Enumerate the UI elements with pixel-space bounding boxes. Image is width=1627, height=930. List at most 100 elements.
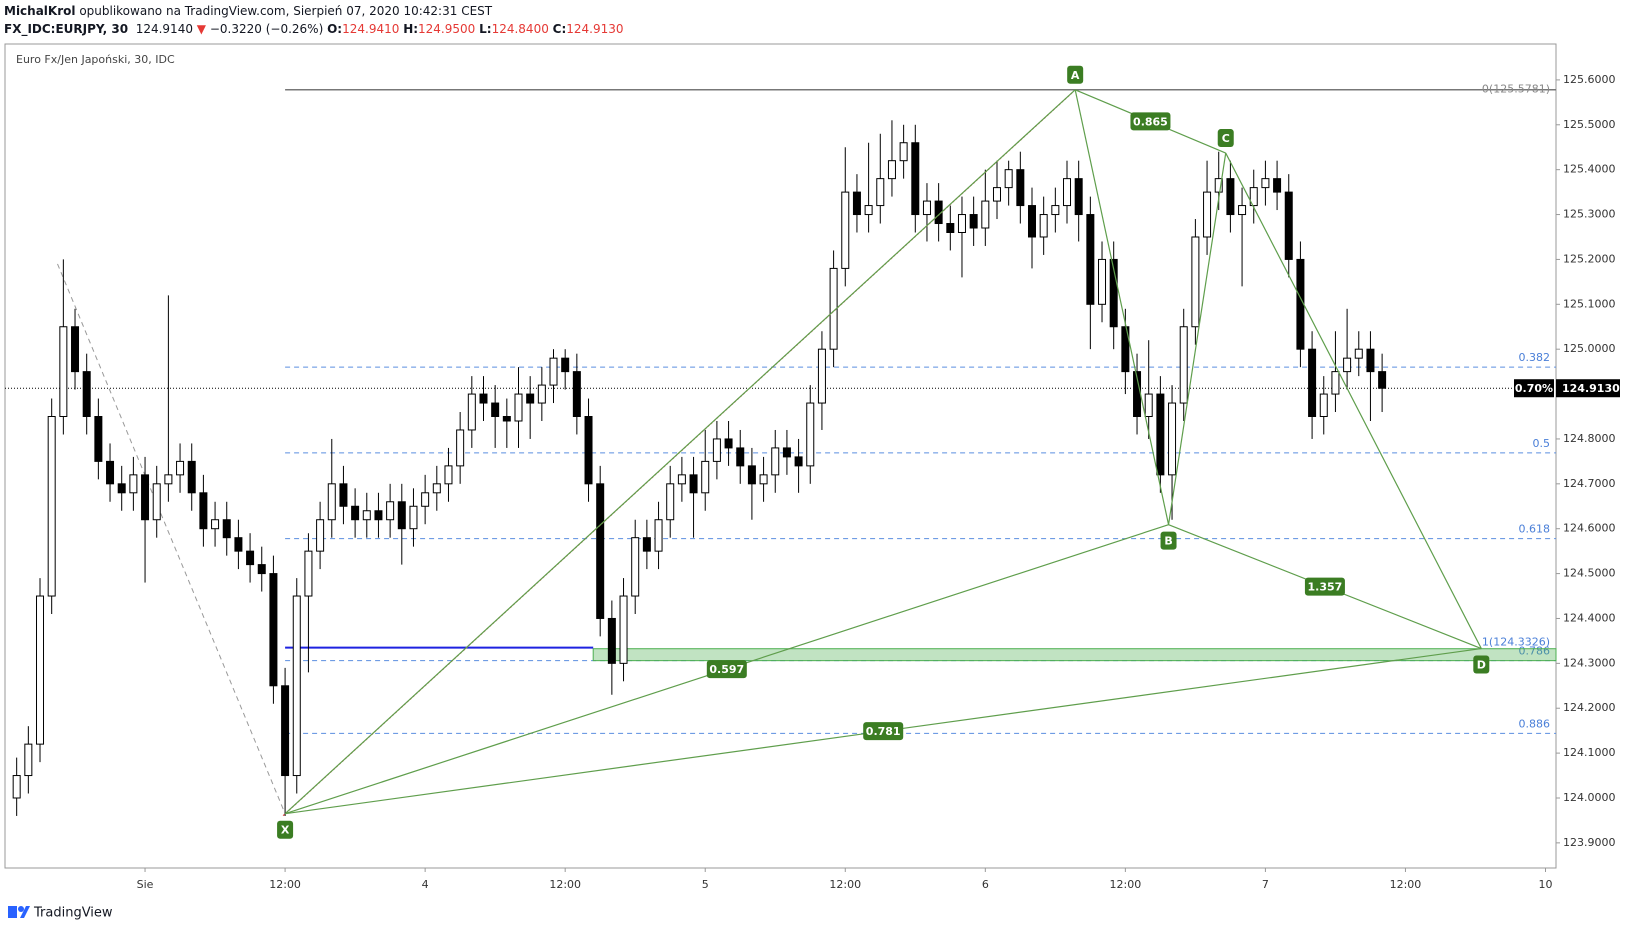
candle-body — [1226, 178, 1235, 216]
candle-body — [864, 205, 873, 216]
candle-body — [82, 371, 91, 418]
candle-body — [1214, 178, 1223, 193]
x-tick-label: 4 — [422, 878, 429, 891]
y-tick-label: 124.6000 — [1563, 522, 1616, 535]
y-tick-label: 124.1000 — [1563, 746, 1616, 759]
candle-body — [1273, 178, 1282, 193]
y-tick-label: 124.5000 — [1563, 567, 1616, 580]
candle-body — [1168, 402, 1177, 476]
candle-body — [444, 465, 453, 485]
fib-label: 0.786 — [1519, 645, 1551, 658]
change-label: 0.70% — [1515, 382, 1553, 395]
candle-body — [1039, 214, 1048, 238]
candle-body — [957, 214, 966, 233]
candle-body — [1203, 191, 1212, 238]
ohlc-label: H: — [403, 22, 419, 36]
brand: TradingView — [33, 906, 113, 921]
x-tick-label: 12:00 — [829, 878, 861, 891]
logo-a — [8, 906, 17, 918]
x-tick-label: 7 — [1262, 878, 1269, 891]
candle-body — [281, 685, 290, 777]
point-box — [1217, 129, 1234, 148]
change: −0.3220 (−0.26%) — [209, 22, 324, 36]
candle-body — [59, 326, 68, 418]
plot-frame — [4, 43, 1557, 869]
candle-body — [1343, 357, 1352, 373]
trend-line — [57, 263, 286, 814]
candle-body — [992, 187, 1001, 202]
candle-body — [316, 519, 325, 552]
y-tick-label: 124.7000 — [1563, 477, 1616, 490]
ohlc-value: 124.9410 — [342, 22, 400, 36]
candle-body — [397, 501, 406, 530]
y-tick-label: 125.0000 — [1563, 342, 1616, 355]
ohlc: O:124.9410 H:124.9500 L:124.8400 C:124.9… — [327, 22, 627, 36]
candle-body — [117, 483, 126, 494]
candle-body — [374, 510, 383, 521]
candle-body — [549, 357, 558, 386]
ohlc-label: O: — [327, 22, 343, 36]
candle-body — [1098, 258, 1107, 305]
candle-body — [1331, 371, 1340, 395]
candle-body — [1027, 205, 1036, 238]
candle-body — [1074, 178, 1083, 216]
candle-body — [852, 191, 861, 216]
x-tick-label: 12:00 — [549, 878, 581, 891]
candle-body — [712, 438, 721, 462]
candle-body — [129, 474, 138, 494]
candle-body — [911, 142, 920, 216]
ohlc-value: 124.9130 — [566, 22, 624, 36]
candle-body — [1238, 205, 1247, 216]
candle-body — [234, 537, 243, 552]
ohlc-label: C: — [552, 22, 567, 36]
candle-body — [1144, 393, 1153, 418]
candle-body — [747, 465, 756, 485]
candle-body — [806, 402, 815, 467]
candle-body — [666, 483, 675, 521]
candle-body — [596, 483, 605, 619]
candle-body — [969, 214, 978, 229]
point-label: D — [1477, 659, 1486, 672]
candle-body — [1191, 236, 1200, 328]
candle-body — [1319, 393, 1328, 418]
y-tick-label: 124.8000 — [1563, 432, 1616, 445]
candle-body — [187, 460, 196, 494]
y-tick-label: 125.6000 — [1563, 73, 1616, 86]
ratio-label: 0.597 — [709, 663, 744, 676]
candle-body — [642, 537, 651, 552]
candle-body — [701, 460, 710, 494]
candle-body — [794, 456, 803, 467]
candle-body — [654, 519, 663, 552]
candle-body — [1354, 348, 1363, 359]
candle-body — [12, 775, 21, 799]
candle-body — [211, 519, 220, 530]
candle-body — [736, 447, 745, 467]
candle-body — [1109, 258, 1118, 328]
x-tick-label: 12:00 — [1390, 878, 1422, 891]
point-label: C — [1222, 132, 1230, 145]
point-box — [1160, 531, 1177, 550]
change-badge — [1514, 379, 1554, 398]
zone — [592, 648, 1557, 662]
candle-body — [351, 505, 360, 521]
x-tick-label: 6 — [982, 878, 989, 891]
y-tick-label: 124.3000 — [1563, 656, 1616, 669]
y-tick-label: 125.2000 — [1563, 252, 1616, 265]
point-label: B — [1164, 535, 1172, 548]
price-badge — [1556, 379, 1620, 398]
price: 124.9140 — [135, 22, 193, 36]
candle-body — [817, 348, 826, 404]
candle-body — [164, 474, 173, 485]
x-tick-label: 5 — [702, 878, 709, 891]
y-tick-label: 123.9000 — [1563, 836, 1616, 849]
candle-body — [1051, 205, 1060, 216]
price-label: 124.9130 — [1562, 382, 1620, 395]
fib-label: 0.618 — [1519, 523, 1551, 536]
y-tick-label: 124.2000 — [1563, 701, 1616, 714]
chart-title: Euro Fx/Jen Japoński, 30, IDC — [16, 53, 175, 66]
candle-body — [631, 537, 640, 597]
candle-body — [491, 402, 500, 418]
header: MichalKrol opublikowano na TradingView.c… — [4, 2, 627, 38]
point-box — [1473, 655, 1490, 674]
